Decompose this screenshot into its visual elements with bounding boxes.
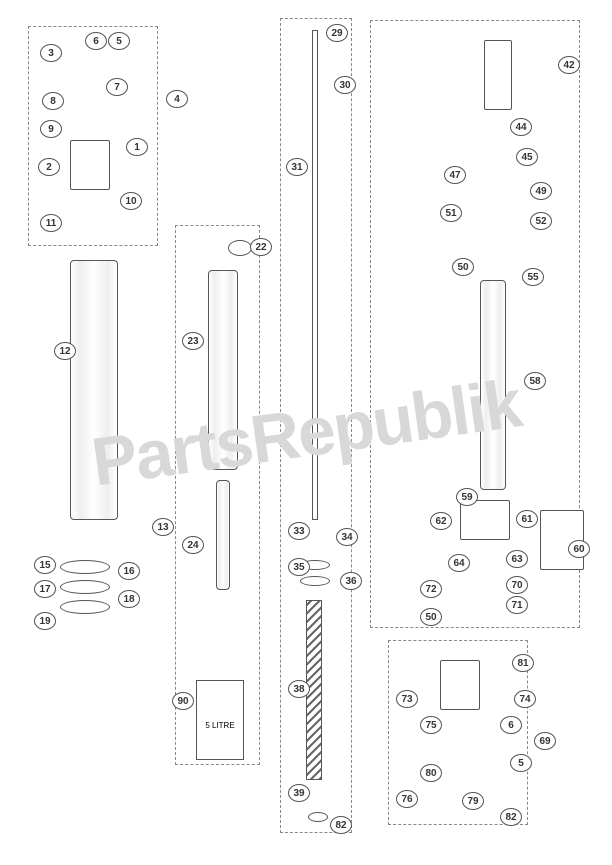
- callout-11-10: 11: [40, 214, 62, 232]
- callout-90-61: 90: [172, 692, 194, 710]
- part-inner-slider-tube: [480, 280, 506, 490]
- part-piston-ring-b: [300, 576, 330, 586]
- callout-35-26: 35: [288, 558, 310, 576]
- oil-can: 5 LITRE: [196, 680, 244, 760]
- callout-36-27: 36: [340, 572, 362, 590]
- callout-22-18: 22: [250, 238, 272, 256]
- callout-79-55: 79: [462, 792, 484, 810]
- callout-62-44: 62: [430, 512, 452, 530]
- callout-23-19: 23: [182, 332, 204, 350]
- callout-82-58: 82: [500, 808, 522, 826]
- callout-19-17: 19: [34, 612, 56, 630]
- callout-81-57: 81: [512, 654, 534, 672]
- callout-72-49: 72: [420, 580, 442, 598]
- callout-3-2: 3: [40, 44, 62, 62]
- callout-5-59: 5: [510, 754, 532, 772]
- callout-80-56: 80: [420, 764, 442, 782]
- part-valve-body: [70, 140, 110, 190]
- callout-17-15: 17: [34, 580, 56, 598]
- callout-60-42: 60: [568, 540, 590, 558]
- callout-29-21: 29: [326, 24, 348, 42]
- callout-42-30: 42: [558, 56, 580, 74]
- callout-74-52: 74: [514, 690, 536, 708]
- callout-59-41: 59: [456, 488, 478, 506]
- part-top-cap-assy: [484, 40, 512, 110]
- callout-16-14: 16: [118, 562, 140, 580]
- callout-71-48: 71: [506, 596, 528, 614]
- callout-50-35: 50: [452, 258, 474, 276]
- part-end-cap: [308, 812, 328, 822]
- callout-38-28: 38: [288, 680, 310, 698]
- callout-52-38: 52: [530, 212, 552, 230]
- callout-63-45: 63: [506, 550, 528, 568]
- callout-5-4: 5: [108, 32, 130, 50]
- part-dust-seal: [60, 600, 110, 614]
- callout-47-33: 47: [444, 166, 466, 184]
- part-cap: [228, 240, 252, 256]
- callout-76-54: 76: [396, 790, 418, 808]
- callout-13-12: 13: [152, 518, 174, 536]
- callout-31-23: 31: [286, 158, 308, 176]
- callout-15-13: 15: [34, 556, 56, 574]
- part-cartridge-rod: [216, 480, 230, 590]
- part-cartridge-tube: [208, 270, 238, 470]
- callout-9-8: 9: [40, 120, 62, 138]
- callout-6-60: 6: [500, 716, 522, 734]
- callout-34-25: 34: [336, 528, 358, 546]
- callout-18-16: 18: [118, 590, 140, 608]
- callout-64-46: 64: [448, 554, 470, 572]
- callout-58-40: 58: [524, 372, 546, 390]
- callout-50-36: 50: [420, 608, 442, 626]
- part-axle-lug: [460, 500, 510, 540]
- callout-44-31: 44: [510, 118, 532, 136]
- callout-6-5: 6: [85, 32, 107, 50]
- callout-39-29: 39: [288, 784, 310, 802]
- callout-7-6: 7: [106, 78, 128, 96]
- callout-61-43: 61: [516, 510, 538, 528]
- part-damper-rod: [312, 30, 318, 520]
- callout-82-62: 82: [330, 816, 352, 834]
- part-seal-ring-2: [60, 580, 110, 594]
- oil-can-label: 5 LITRE: [205, 721, 234, 730]
- callout-73-51: 73: [396, 690, 418, 708]
- callout-1-0: 1: [126, 138, 148, 156]
- exploded-diagram: PartsRepublik 5 LITRE 123456789101112131…: [0, 0, 612, 865]
- callout-4-3: 4: [166, 90, 188, 108]
- callout-45-32: 45: [516, 148, 538, 166]
- callout-75-53: 75: [420, 716, 442, 734]
- callout-55-39: 55: [522, 268, 544, 286]
- callout-2-1: 2: [38, 158, 60, 176]
- part-seal-ring: [60, 560, 110, 574]
- callout-69-50: 69: [534, 732, 556, 750]
- callout-33-24: 33: [288, 522, 310, 540]
- callout-12-11: 12: [54, 342, 76, 360]
- callout-30-22: 30: [334, 76, 356, 94]
- callout-70-47: 70: [506, 576, 528, 594]
- callout-8-7: 8: [42, 92, 64, 110]
- callout-51-37: 51: [440, 204, 462, 222]
- callout-49-34: 49: [530, 182, 552, 200]
- callout-10-9: 10: [120, 192, 142, 210]
- part-outer-fork-tube: [70, 260, 118, 520]
- callout-24-20: 24: [182, 536, 204, 554]
- part-compression-valve: [440, 660, 480, 710]
